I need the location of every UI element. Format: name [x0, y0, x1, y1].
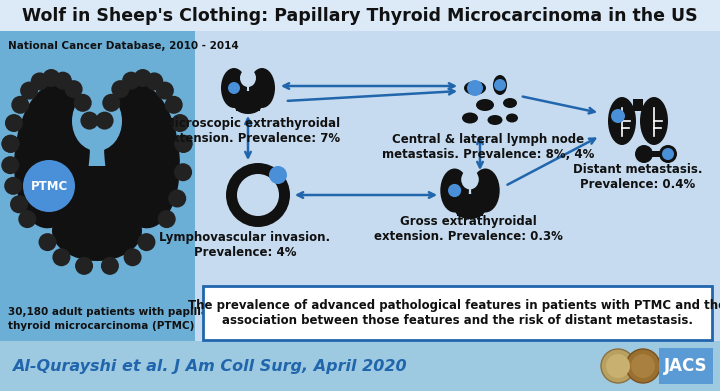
Circle shape: [20, 82, 38, 100]
Ellipse shape: [471, 169, 500, 212]
Ellipse shape: [234, 96, 262, 114]
Circle shape: [75, 257, 93, 275]
Ellipse shape: [640, 97, 668, 145]
Text: PTMC: PTMC: [30, 179, 68, 192]
Ellipse shape: [14, 84, 90, 228]
Circle shape: [631, 354, 655, 378]
FancyBboxPatch shape: [659, 348, 713, 384]
Circle shape: [1, 135, 19, 153]
Circle shape: [54, 72, 72, 90]
Ellipse shape: [464, 81, 486, 95]
Circle shape: [611, 109, 625, 123]
Text: Wolf in Sheep's Clothing: Papillary Thyroid Microcarcinoma in the US: Wolf in Sheep's Clothing: Papillary Thyr…: [22, 7, 698, 25]
FancyBboxPatch shape: [644, 151, 668, 157]
Ellipse shape: [503, 98, 517, 108]
Circle shape: [168, 190, 186, 208]
Circle shape: [1, 135, 19, 153]
Circle shape: [626, 349, 660, 383]
Circle shape: [635, 145, 653, 163]
Circle shape: [96, 111, 114, 129]
Circle shape: [237, 174, 279, 216]
Ellipse shape: [462, 113, 478, 124]
Circle shape: [174, 163, 192, 181]
Circle shape: [39, 233, 57, 251]
Circle shape: [606, 354, 630, 378]
Circle shape: [662, 148, 674, 160]
FancyBboxPatch shape: [203, 286, 712, 340]
Circle shape: [494, 79, 506, 91]
Ellipse shape: [72, 91, 122, 151]
FancyBboxPatch shape: [0, 0, 720, 31]
Ellipse shape: [487, 115, 503, 125]
Ellipse shape: [493, 75, 507, 95]
Circle shape: [18, 210, 36, 228]
Text: Gross extrathyroidal
extension. Prevalence: 0.3%: Gross extrathyroidal extension. Prevalen…: [374, 215, 562, 243]
Circle shape: [174, 135, 192, 153]
Circle shape: [10, 195, 28, 213]
Circle shape: [145, 72, 163, 90]
FancyBboxPatch shape: [0, 341, 720, 391]
Circle shape: [174, 135, 192, 153]
Circle shape: [134, 69, 152, 87]
Text: Microscopic extrathyroidal
extension. Prevalence: 7%: Microscopic extrathyroidal extension. Pr…: [163, 117, 341, 145]
Ellipse shape: [454, 199, 485, 219]
Circle shape: [5, 114, 23, 132]
Ellipse shape: [240, 69, 256, 87]
Circle shape: [31, 72, 49, 90]
Circle shape: [124, 248, 142, 266]
Text: JACS: JACS: [665, 357, 708, 375]
Ellipse shape: [608, 97, 636, 145]
Ellipse shape: [104, 84, 180, 228]
Text: Lymphovascular invasion.
Prevalence: 4%: Lymphovascular invasion. Prevalence: 4%: [159, 231, 330, 259]
Ellipse shape: [441, 169, 469, 212]
Ellipse shape: [476, 99, 494, 111]
Circle shape: [81, 111, 99, 129]
Text: National Cancer Database, 2010 - 2014: National Cancer Database, 2010 - 2014: [8, 41, 239, 51]
FancyBboxPatch shape: [59, 166, 135, 226]
Circle shape: [53, 248, 71, 266]
Text: Al-Qurayshi et al. J Am Coll Surg, April 2020: Al-Qurayshi et al. J Am Coll Surg, April…: [12, 359, 407, 373]
Text: 30,180 adult patients with papillary
thyroid microcarcinoma (PTMC): 30,180 adult patients with papillary thy…: [8, 307, 220, 331]
Circle shape: [4, 177, 22, 195]
Circle shape: [138, 233, 156, 251]
FancyBboxPatch shape: [456, 194, 483, 216]
Circle shape: [156, 82, 174, 100]
Circle shape: [102, 94, 120, 112]
Circle shape: [228, 82, 240, 94]
Circle shape: [73, 94, 91, 112]
FancyBboxPatch shape: [236, 91, 260, 111]
Ellipse shape: [52, 201, 142, 261]
Circle shape: [23, 160, 75, 212]
Circle shape: [65, 80, 83, 98]
Circle shape: [467, 80, 483, 96]
Circle shape: [12, 96, 30, 114]
Text: Distant metastasis.
Prevalence: 0.4%: Distant metastasis. Prevalence: 0.4%: [573, 163, 703, 191]
Circle shape: [448, 184, 462, 197]
Ellipse shape: [506, 113, 518, 122]
Text: Central & lateral lymph node
metastasis. Prevalence: 8%, 4%: Central & lateral lymph node metastasis.…: [382, 133, 594, 161]
Circle shape: [659, 145, 677, 163]
FancyBboxPatch shape: [0, 31, 195, 341]
Circle shape: [122, 72, 140, 90]
Circle shape: [601, 349, 635, 383]
Circle shape: [42, 69, 60, 87]
Circle shape: [226, 163, 290, 227]
Circle shape: [158, 210, 176, 228]
Circle shape: [1, 156, 19, 174]
Circle shape: [165, 96, 183, 114]
Ellipse shape: [462, 170, 479, 189]
Circle shape: [101, 257, 119, 275]
Ellipse shape: [249, 68, 275, 108]
FancyBboxPatch shape: [195, 31, 720, 341]
Circle shape: [171, 114, 189, 132]
Circle shape: [269, 166, 287, 184]
FancyBboxPatch shape: [633, 99, 643, 111]
Circle shape: [112, 80, 130, 98]
Text: The prevalence of advanced pathological features in patients with PTMC and the
a: The prevalence of advanced pathological …: [188, 299, 720, 327]
Ellipse shape: [221, 68, 247, 108]
